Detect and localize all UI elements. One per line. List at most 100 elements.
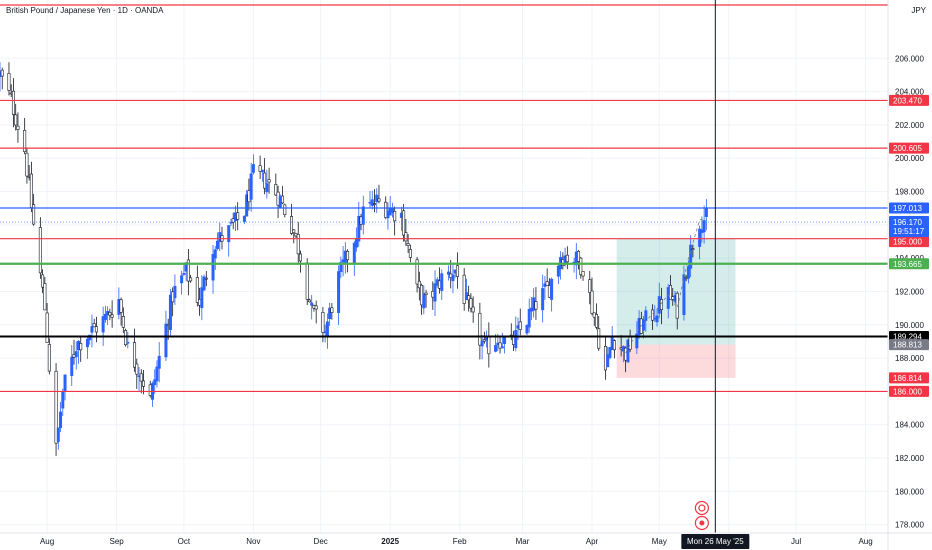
candle <box>168 288 172 336</box>
event-icons[interactable] <box>694 500 709 531</box>
candle-body <box>651 309 655 321</box>
candle <box>393 206 397 236</box>
candle-body <box>16 125 20 131</box>
candle-body <box>514 329 518 349</box>
candle-body <box>292 229 296 234</box>
level-price-badge: 193.665 <box>893 260 922 269</box>
horizontal-levels[interactable] <box>0 4 888 393</box>
candle-body <box>446 271 450 275</box>
candle-body <box>0 69 4 77</box>
stop-price-badge-bg <box>889 372 929 384</box>
loss-zone <box>616 344 736 378</box>
candle-body <box>487 335 491 355</box>
time-tick-label: 2025 <box>381 537 399 546</box>
candle-body <box>43 283 47 311</box>
candle <box>668 275 672 300</box>
candle-body <box>357 215 361 242</box>
candle <box>314 300 318 324</box>
candle-body <box>186 259 190 282</box>
level-price-badge-bg <box>889 258 929 270</box>
candle-body <box>377 198 381 202</box>
candle <box>307 298 311 303</box>
candle <box>189 274 193 283</box>
candle <box>527 298 531 333</box>
candle <box>433 270 437 317</box>
time-tick-label: Oct <box>178 537 191 546</box>
candle-body <box>462 274 466 304</box>
price-tick-label: 182.000 <box>895 454 924 463</box>
candle-body <box>503 336 507 345</box>
level-price-badge-bg <box>889 142 929 154</box>
level-price-badge-bg <box>889 385 929 397</box>
stop-price-badge: 186.814 <box>893 374 922 383</box>
candle <box>339 256 343 279</box>
candle-body <box>258 165 262 172</box>
candle-body <box>310 302 314 306</box>
candle-body <box>668 285 672 300</box>
candle-body <box>440 273 444 291</box>
time-tick-label: Feb <box>453 537 467 546</box>
candle-body <box>370 199 374 206</box>
candle-body <box>108 311 112 316</box>
candle-body <box>229 221 233 224</box>
candle <box>70 345 74 386</box>
price-tick-label: 180.000 <box>895 487 924 496</box>
candle-body <box>74 351 78 357</box>
candle <box>424 289 428 308</box>
candles <box>0 62 708 456</box>
candle-body <box>260 169 264 173</box>
candle-body <box>263 172 267 189</box>
candle <box>195 265 199 307</box>
plot-background <box>0 0 888 533</box>
candle <box>357 201 361 247</box>
price-axis[interactable]: 178.000 180.000 182.000 184.000 186.000 188.0… <box>895 54 924 529</box>
candle-body <box>565 254 569 263</box>
candle <box>541 274 545 323</box>
candle-body <box>200 287 204 309</box>
time-tick-label: Aug <box>40 537 54 546</box>
candle <box>462 268 466 311</box>
candle-body <box>606 354 610 368</box>
candle <box>292 229 296 244</box>
candle-body <box>337 271 341 313</box>
candle <box>590 277 594 316</box>
candle-body <box>433 283 437 302</box>
candle <box>471 296 475 323</box>
candle <box>283 203 287 218</box>
candle <box>310 294 314 320</box>
candle <box>139 369 143 394</box>
economic-event-icon[interactable] <box>694 500 709 516</box>
candle-body <box>7 73 11 91</box>
candle-body <box>635 333 639 349</box>
crosshair-date-badge-bg <box>681 534 750 549</box>
candle <box>121 307 125 334</box>
candle <box>446 265 450 281</box>
candle <box>296 222 300 264</box>
candle <box>612 339 616 359</box>
candle <box>298 250 302 273</box>
candle-body <box>581 271 585 277</box>
candle <box>227 224 231 257</box>
entry-price-badge-bg <box>889 339 929 351</box>
candle <box>478 302 482 360</box>
flag-marker-icon[interactable] <box>694 515 709 531</box>
candle <box>242 215 246 224</box>
candle <box>655 308 659 327</box>
candle <box>467 285 471 312</box>
candle-body <box>498 342 502 349</box>
candle-body <box>372 203 376 205</box>
candle <box>545 268 549 286</box>
candle <box>534 287 538 320</box>
time-tick-label: Aug <box>858 537 872 546</box>
candle <box>597 315 601 351</box>
candle <box>702 205 706 244</box>
candle <box>305 258 309 306</box>
candle-body <box>612 340 616 351</box>
level-price-badge: 200.605 <box>893 144 922 153</box>
candle <box>124 328 128 347</box>
candle <box>608 347 612 360</box>
candle-body <box>103 313 107 320</box>
candle <box>455 252 459 289</box>
time-tick-label: Nov <box>246 537 260 546</box>
